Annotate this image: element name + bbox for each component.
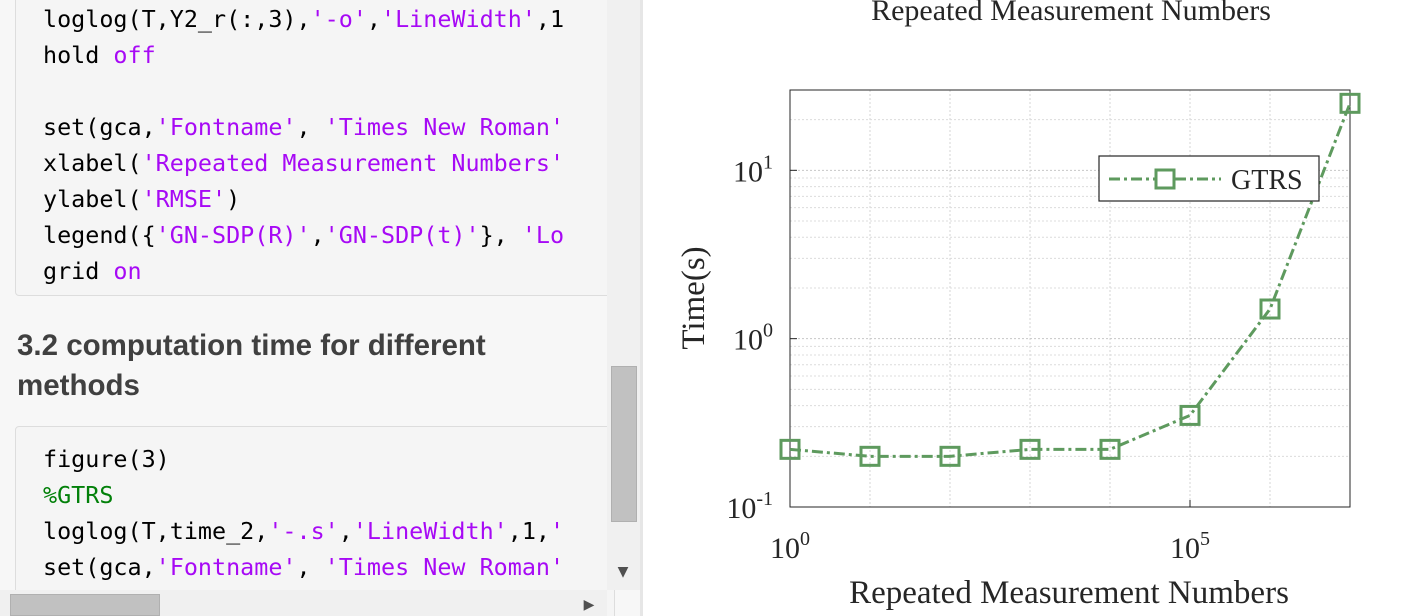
code-token: ,1: [535, 5, 565, 33]
x-axis-label: Repeated Measurement Numbers: [849, 575, 1289, 611]
code-token: %GTRS: [43, 481, 114, 509]
code-line[interactable]: %GTRS: [16, 477, 614, 513]
code-token: ,: [366, 5, 382, 33]
code-token: hold: [43, 41, 114, 69]
figure-output: Repeated Measurement Numbers 100 10510-11…: [676, 0, 1361, 611]
y-tick-base: 10: [733, 155, 763, 188]
code-token: set(gca,: [43, 553, 156, 581]
code-token: loglog(T,Y2_r(:,3),: [43, 5, 311, 33]
x-tick-exponent: 0: [800, 528, 810, 550]
code-token: ,: [310, 221, 325, 249]
y-tick-base: 10: [726, 492, 756, 525]
code-line[interactable]: hold off: [16, 37, 614, 73]
code-token: grid: [43, 257, 114, 285]
code-line[interactable]: ylabel('RMSE'): [16, 181, 614, 217]
y-tick-label: 101: [733, 151, 773, 188]
code-token: figure(3): [43, 445, 170, 473]
legend-entry-gtrs: GTRS: [1231, 165, 1303, 196]
code-line[interactable]: loglog(T,Y2_r(:,3),'-o','LineWidth',1: [16, 1, 614, 37]
code-token: 'RMSE': [141, 185, 227, 213]
code-token: 'Fontname': [155, 113, 297, 141]
code-token: 'LineWidth': [381, 5, 536, 33]
x-tick-label: 100: [770, 528, 810, 565]
horizontal-scrollbar-thumb[interactable]: [10, 594, 160, 616]
data-point-marker: [1099, 438, 1121, 460]
code-token: },: [479, 221, 522, 249]
code-token: '-o': [310, 5, 367, 33]
pane-divider[interactable]: [640, 0, 643, 616]
x-tick-label: 105: [1170, 528, 1210, 565]
chart-series: [779, 92, 1361, 467]
code-token: ': [550, 517, 565, 545]
code-token: 'GN-SDP(R)': [155, 221, 311, 249]
x-tick-base: 10: [1170, 532, 1200, 565]
code-line[interactable]: grid on: [16, 253, 614, 289]
code-line[interactable]: [16, 73, 614, 109]
series-line-gtrs: [789, 102, 1352, 458]
code-line[interactable]: loglog(T,time_2,'-.s','LineWidth',1,': [16, 513, 614, 549]
triangle-down-icon[interactable]: ▼: [617, 564, 629, 580]
code-cell-1[interactable]: loglog(T,Y2_r(:,3),'-o','LineWidth',1 hol…: [15, 0, 615, 296]
legend-box: [1098, 155, 1320, 202]
code-token: 'Lo: [521, 221, 565, 249]
x-tick-exponent: 5: [1200, 528, 1210, 550]
code-token: ,: [296, 553, 325, 581]
x-tick-base: 10: [770, 532, 800, 565]
code-cell-2[interactable]: figure(3) %GTRS loglog(T,time_2,'-.s','Lin…: [15, 426, 615, 616]
y-tick-exponent: 0: [763, 320, 773, 342]
plot-area-frame: [789, 89, 1351, 508]
vertical-scrollbar-thumb[interactable]: [611, 366, 637, 522]
code-token: set(gca,: [43, 113, 156, 141]
data-point-marker: [1019, 438, 1041, 460]
data-point-marker: [939, 445, 961, 467]
section-heading: 3.2 computation time for different metho…: [17, 329, 486, 402]
data-point-marker: [1259, 298, 1281, 320]
code-token: 'Times New Roman': [324, 113, 565, 141]
data-point-marker: [1179, 404, 1201, 426]
code-token: ,: [296, 113, 325, 141]
code-token: off: [113, 41, 156, 69]
code-token: 'GN-SDP(t)': [324, 221, 480, 249]
y-tick-label: 100: [733, 320, 773, 357]
code-line[interactable]: legend({'GN-SDP(R)','GN-SDP(t)'}, 'Lo: [16, 217, 614, 253]
code-token: xlabel(: [43, 149, 142, 177]
data-point-marker: [779, 438, 801, 460]
code-line[interactable]: figure(3): [16, 441, 614, 477]
code-line[interactable]: set(gca,'Fontname', 'Times New Roman': [16, 109, 614, 145]
editor-pane: loglog(T,Y2_r(:,3),'-o','LineWidth',1 hol…: [0, 0, 640, 616]
data-point-marker: [859, 445, 881, 467]
code-token: 'Times New Roman': [324, 553, 565, 581]
y-axis-label: Time(s): [676, 246, 712, 349]
code-token: loglog(T,time_2,: [43, 517, 269, 545]
code-line[interactable]: set(gca,'Fontname', 'Times New Roman': [16, 549, 614, 585]
code-token: '-.s': [268, 517, 339, 545]
code-token: on: [113, 257, 142, 285]
chart-legend: GTRS: [1098, 155, 1320, 202]
data-point-marker: [1339, 92, 1361, 114]
y-tick-exponent: -1: [756, 488, 773, 510]
code-token: 'Fontname': [155, 553, 297, 581]
code-token: 'Repeated Measurement Numbers': [141, 149, 565, 177]
y-tick-label: 10-1: [726, 488, 773, 525]
code-token: ,1,: [507, 517, 550, 545]
legend-marker-sample: [1154, 168, 1176, 190]
code-token: ,: [338, 517, 353, 545]
y-tick-base: 10: [733, 324, 763, 357]
code-token: 'LineWidth': [352, 517, 508, 545]
triangle-right-icon[interactable]: ▶: [583, 597, 595, 613]
chart-grid: [789, 89, 1351, 508]
code-token: legend({: [43, 221, 156, 249]
code-token: ): [226, 185, 241, 213]
chart-title: Repeated Measurement Numbers: [871, 0, 1271, 27]
y-tick-exponent: 1: [763, 151, 773, 173]
code-line[interactable]: xlabel('Repeated Measurement Numbers': [16, 145, 614, 181]
code-token: ylabel(: [43, 185, 142, 213]
